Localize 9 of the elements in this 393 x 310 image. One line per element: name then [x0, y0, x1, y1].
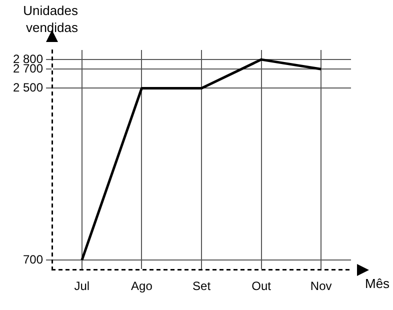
x-tick-label: Out — [252, 279, 272, 294]
x-tick-label: Nov — [310, 279, 332, 294]
x-axis-title: Mês — [365, 276, 390, 291]
y-tick-label: 2 500 — [13, 80, 44, 95]
y-axis-title: Unidades vendidas — [22, 2, 78, 36]
y-tick-label: 700 — [23, 252, 44, 266]
x-tick-label: Set — [192, 279, 212, 294]
x-tick-label: Jul — [74, 279, 90, 294]
x-tick-label: Ago — [131, 279, 153, 294]
